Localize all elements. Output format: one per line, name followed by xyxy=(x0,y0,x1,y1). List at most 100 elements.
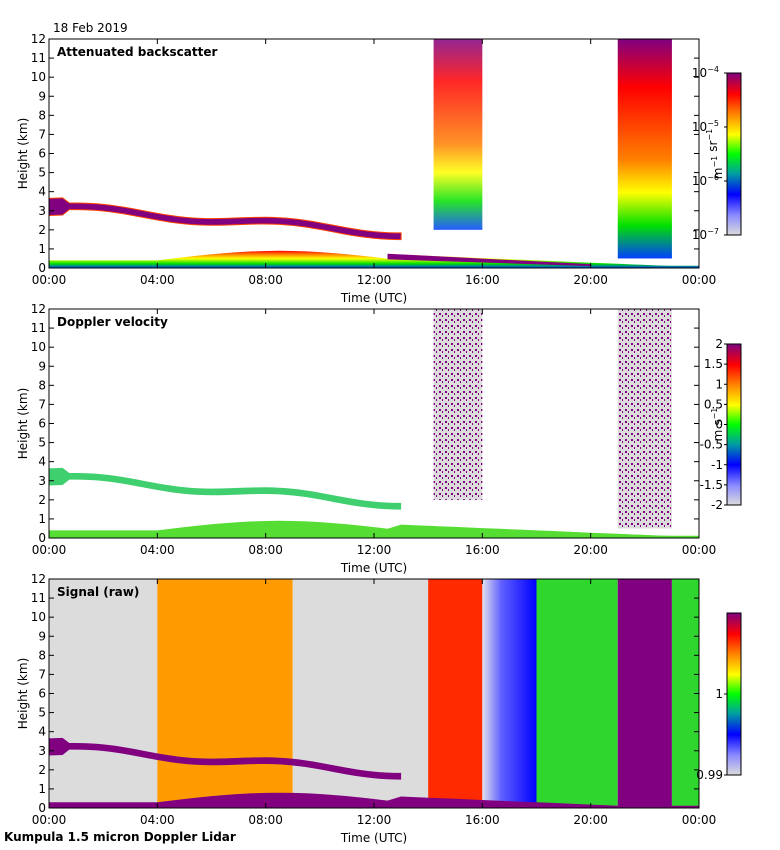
x-tick-label: 00:00 xyxy=(682,813,717,827)
descending-layer-band xyxy=(387,253,591,267)
noise-block xyxy=(617,39,672,259)
y-tick-label: 4 xyxy=(38,725,46,739)
colorbar xyxy=(726,343,742,506)
colorbar-tick-label: -2 xyxy=(711,498,723,512)
noise-block xyxy=(617,309,672,529)
plot-area xyxy=(49,39,699,268)
x-axis-label: Time (UTC) xyxy=(340,561,407,575)
colorbar-tick-label: 10−7 xyxy=(692,227,719,242)
colorbar-tick-label: 1 xyxy=(715,377,723,391)
colorbar-label: ms−1 xyxy=(710,408,725,442)
instrument-label: Kumpula 1.5 micron Doppler Lidar xyxy=(4,830,236,844)
y-tick-label: 12 xyxy=(31,32,46,46)
boundary-layer-band xyxy=(49,520,699,538)
x-tick-label: 12:00 xyxy=(357,543,392,557)
x-tick-label: 20:00 xyxy=(573,273,608,287)
y-tick-label: 5 xyxy=(38,436,46,450)
y-tick-label: 1 xyxy=(38,242,46,256)
y-tick-label: 2 xyxy=(38,493,46,507)
y-tick-label: 7 xyxy=(38,127,46,141)
y-tick-label: 12 xyxy=(31,302,46,316)
y-tick-label: 8 xyxy=(38,378,46,392)
x-axis-label: Time (UTC) xyxy=(340,831,407,845)
noise-block xyxy=(433,39,483,230)
colorbar-tick-label: 1.5 xyxy=(704,357,723,371)
x-tick-label: 04:00 xyxy=(140,543,175,557)
background-block xyxy=(617,579,672,808)
y-tick-label: 4 xyxy=(38,185,46,199)
y-tick-label: 9 xyxy=(38,359,46,373)
y-tick-label: 11 xyxy=(31,321,46,335)
x-tick-label: 08:00 xyxy=(248,273,283,287)
x-tick-label: 04:00 xyxy=(140,813,175,827)
y-tick-label: 11 xyxy=(31,591,46,605)
x-tick-label: 20:00 xyxy=(573,543,608,557)
panel-title: Attenuated backscatter xyxy=(57,45,217,59)
x-tick-label: 16:00 xyxy=(465,273,500,287)
background-block xyxy=(292,579,429,808)
y-tick-label: 6 xyxy=(38,417,46,431)
y-tick-label: 7 xyxy=(38,397,46,411)
x-tick-label: 20:00 xyxy=(573,813,608,827)
background-block xyxy=(157,579,293,808)
date-label: 18 Feb 2019 xyxy=(53,21,128,35)
colorbar-tick-label: -1 xyxy=(711,458,723,472)
y-axis-label: Height (km) xyxy=(16,118,30,189)
y-tick-label: 6 xyxy=(38,147,46,161)
colorbar-tick-label: 2 xyxy=(715,337,723,351)
x-axis-label: Time (UTC) xyxy=(340,291,407,305)
x-tick-label: 00:00 xyxy=(32,273,67,287)
colorbar-label: m−1sr−1 xyxy=(705,129,725,179)
background-block xyxy=(428,579,483,808)
boundary-layer-band xyxy=(49,792,699,808)
y-tick-label: 6 xyxy=(38,687,46,701)
colorbar-tick-label: 10−4 xyxy=(692,65,719,80)
y-tick-label: 10 xyxy=(31,340,46,354)
y-tick-label: 3 xyxy=(38,744,46,758)
x-tick-label: 00:00 xyxy=(32,813,67,827)
background-block xyxy=(536,579,618,808)
y-tick-label: 10 xyxy=(31,70,46,84)
colorbar-tick-label: 0 xyxy=(715,418,723,432)
colorbar-tick-label: -0.5 xyxy=(700,438,723,452)
y-tick-label: 9 xyxy=(38,629,46,643)
cloud-layer-band xyxy=(49,737,402,780)
colorbar xyxy=(726,612,742,776)
y-axis-label: Height (km) xyxy=(16,388,30,459)
colorbar-tick-label: -1.5 xyxy=(700,478,723,492)
y-tick-label: 0 xyxy=(38,531,46,545)
colorbar-tick-label: 0.5 xyxy=(704,397,723,411)
y-tick-label: 1 xyxy=(38,512,46,526)
y-tick-label: 3 xyxy=(38,474,46,488)
y-tick-label: 3 xyxy=(38,204,46,218)
y-tick-label: 4 xyxy=(38,455,46,469)
x-tick-label: 16:00 xyxy=(465,813,500,827)
cloud-layer-band xyxy=(48,197,402,241)
x-tick-label: 08:00 xyxy=(248,543,283,557)
x-tick-label: 16:00 xyxy=(465,543,500,557)
y-tick-label: 0 xyxy=(38,801,46,815)
x-tick-label: 12:00 xyxy=(357,273,392,287)
x-tick-label: 00:00 xyxy=(32,543,67,557)
y-tick-label: 8 xyxy=(38,648,46,662)
cloud-layer-band xyxy=(49,467,402,510)
y-tick-label: 5 xyxy=(38,706,46,720)
x-tick-label: 00:00 xyxy=(682,273,717,287)
y-tick-label: 2 xyxy=(38,763,46,777)
plot-area xyxy=(49,309,699,538)
panel-title: Doppler velocity xyxy=(57,315,168,329)
noise-block xyxy=(433,309,483,500)
y-tick-label: 10 xyxy=(31,610,46,624)
y-tick-label: 12 xyxy=(31,572,46,586)
y-tick-label: 11 xyxy=(31,51,46,65)
x-tick-label: 12:00 xyxy=(357,813,392,827)
background-block xyxy=(49,579,158,808)
colorbar xyxy=(726,72,742,236)
x-tick-label: 00:00 xyxy=(682,543,717,557)
x-tick-label: 08:00 xyxy=(248,813,283,827)
y-tick-label: 1 xyxy=(38,782,46,796)
